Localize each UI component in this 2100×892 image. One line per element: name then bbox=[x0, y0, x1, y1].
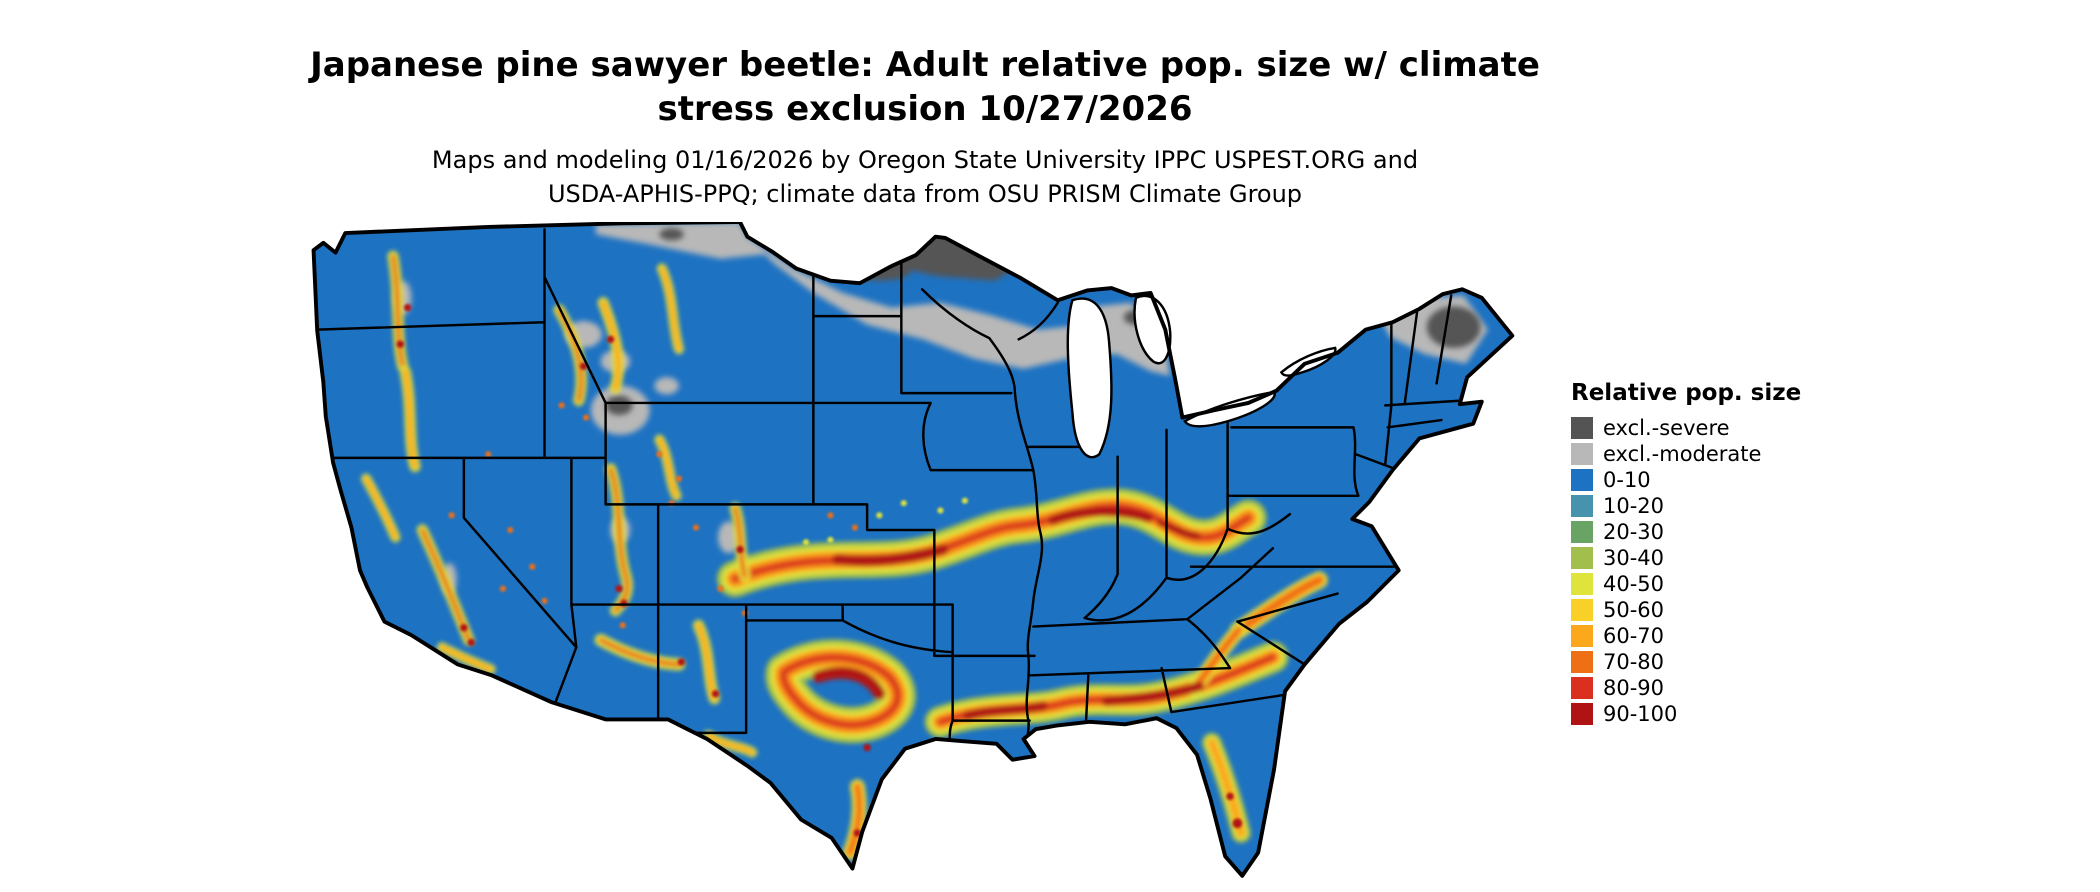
population-heat-bands bbox=[366, 256, 1319, 852]
legend-label: 0-10 bbox=[1603, 467, 1651, 492]
legend-label: 90-100 bbox=[1603, 701, 1678, 726]
legend-label: 30-40 bbox=[1603, 545, 1665, 570]
title-line1: Japanese pine sawyer beetle: Adult relat… bbox=[310, 44, 1540, 85]
legend-item: 60-70 bbox=[1571, 623, 1801, 649]
legend-label: 20-30 bbox=[1603, 519, 1665, 544]
legend-item: 40-50 bbox=[1571, 571, 1801, 597]
legend-label: 80-90 bbox=[1603, 675, 1665, 700]
us-map-svg bbox=[311, 222, 1515, 878]
subtitle-line1: Maps and modeling 01/16/2026 by Oregon S… bbox=[431, 146, 1419, 174]
legend-swatch bbox=[1571, 573, 1593, 595]
legend-item: excl.-moderate bbox=[1571, 441, 1801, 467]
subtitle-line2: USDA-APHIS-PPQ; climate data from OSU PR… bbox=[547, 179, 1303, 208]
legend-item: 0-10 bbox=[1571, 467, 1801, 493]
us-map bbox=[305, 222, 1527, 882]
legend-label: excl.-severe bbox=[1603, 415, 1730, 440]
legend-item: 10-20 bbox=[1571, 493, 1801, 519]
heat-speckles bbox=[396, 303, 1243, 837]
legend-item: 80-90 bbox=[1571, 675, 1801, 701]
map-legend: Relative pop. size excl.-severe excl.-mod… bbox=[1571, 380, 1801, 727]
legend-swatch bbox=[1571, 495, 1593, 517]
legend-swatch bbox=[1571, 703, 1593, 725]
legend-swatch bbox=[1571, 677, 1593, 699]
lake-huron bbox=[1133, 294, 1172, 365]
state-borders bbox=[315, 223, 1465, 749]
legend-label: 50-60 bbox=[1603, 597, 1665, 622]
legend-label: 60-70 bbox=[1603, 623, 1665, 648]
legend-label: 70-80 bbox=[1603, 649, 1665, 674]
legend-label: excl.-moderate bbox=[1603, 441, 1762, 466]
legend-items: excl.-severe excl.-moderate 0-10 10-20 20-30… bbox=[1571, 415, 1801, 727]
title-line2: stress exclusion 10/27/2026 bbox=[657, 88, 1193, 129]
legend-item: 90-100 bbox=[1571, 701, 1801, 727]
legend-item: excl.-severe bbox=[1571, 415, 1801, 441]
legend-swatch bbox=[1571, 625, 1593, 647]
legend-swatch bbox=[1571, 417, 1593, 439]
page-subtitle: Maps and modeling 01/16/2026 by Oregon S… bbox=[0, 144, 1850, 211]
legend-label: 10-20 bbox=[1603, 493, 1665, 518]
legend-item: 70-80 bbox=[1571, 649, 1801, 675]
legend-swatch bbox=[1571, 547, 1593, 569]
legend-swatch bbox=[1571, 443, 1593, 465]
legend-label: 40-50 bbox=[1603, 571, 1665, 596]
lake-michigan bbox=[1066, 297, 1113, 459]
great-lakes bbox=[1066, 294, 1337, 459]
legend-swatch bbox=[1571, 521, 1593, 543]
legend-item: 30-40 bbox=[1571, 545, 1801, 571]
legend-swatch bbox=[1571, 651, 1593, 673]
legend-item: 20-30 bbox=[1571, 519, 1801, 545]
legend-title: Relative pop. size bbox=[1571, 380, 1802, 406]
legend-swatch bbox=[1571, 599, 1593, 621]
legend-swatch bbox=[1571, 469, 1593, 491]
legend-item: 50-60 bbox=[1571, 597, 1801, 623]
page-title: Japanese pine sawyer beetle: Adult relat… bbox=[0, 43, 1850, 131]
